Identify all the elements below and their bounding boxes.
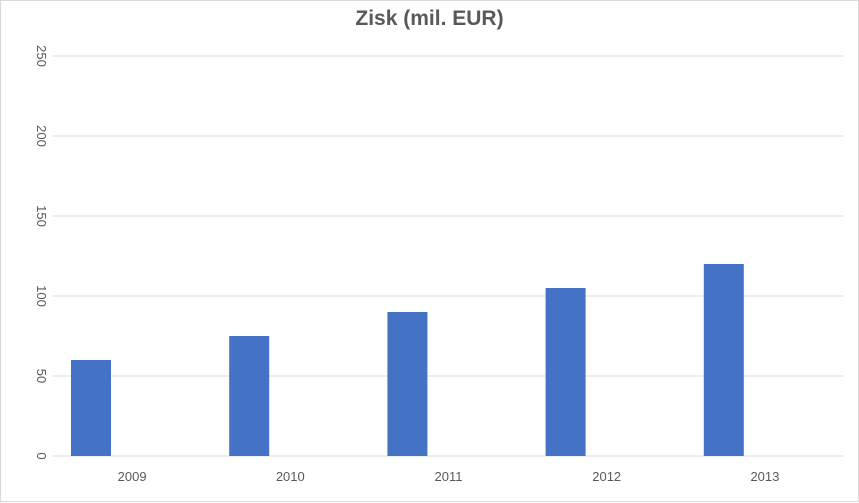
x-category-label: 2011 (435, 469, 463, 484)
x-category-label: 2010 (276, 469, 305, 484)
y-tick-label: 150 (34, 205, 49, 227)
y-tick-label: 0 (34, 452, 49, 459)
x-category-label: 2013 (750, 469, 779, 484)
bar-2009 (71, 360, 111, 456)
chart-title: Zisk (mil. EUR) (355, 7, 504, 30)
bars (71, 264, 744, 456)
y-tick-label: 50 (34, 369, 49, 383)
bar-2011 (387, 312, 428, 456)
y-tick-label: 250 (34, 45, 49, 67)
y-tick-label: 100 (34, 285, 49, 307)
x-category-label: 2012 (592, 469, 621, 484)
bar-2010 (229, 336, 270, 456)
y-axis-tick-labels: 0 50 100 150 200 250 (34, 45, 49, 459)
x-category-label: 2009 (118, 469, 147, 484)
x-axis-category-labels: 2009 2010 2011 2012 2013 (118, 469, 780, 484)
y-tick-label: 200 (34, 125, 49, 147)
bar-2012 (545, 288, 586, 456)
bar-2013 (703, 264, 744, 456)
